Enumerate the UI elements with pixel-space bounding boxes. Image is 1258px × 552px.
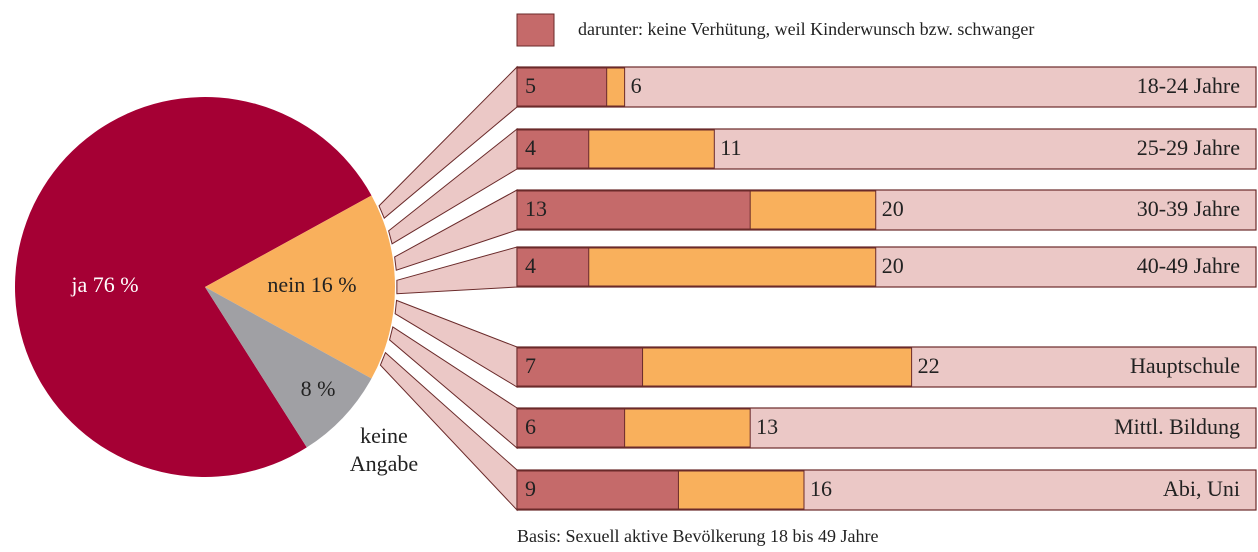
pie-slice — [205, 195, 395, 379]
pie-label: nein 16 % — [267, 272, 356, 297]
bar-value-label: 4 — [525, 135, 536, 160]
pie-slice — [205, 287, 372, 448]
legend-swatch — [516, 13, 555, 47]
pie-label: ja 76 % — [70, 272, 138, 297]
bar-value-label: 9 — [525, 476, 536, 501]
bar-value-label: 20 — [882, 253, 904, 278]
row-label: 18-24 Jahre — [1137, 73, 1240, 98]
footnote: Basis: Sexuell aktive Bevölkerung 18 bis… — [517, 526, 878, 546]
pie-label: 8 % — [301, 376, 336, 401]
row-label: Abi, Uni — [1163, 476, 1240, 501]
row-label: 30-39 Jahre — [1137, 196, 1240, 221]
pie-category: keine Angabe — [350, 423, 418, 476]
bar-value-label: 20 — [882, 196, 904, 221]
bar-value-label: 22 — [918, 353, 940, 378]
bar-value-label: 6 — [525, 414, 536, 439]
pie-slice — [15, 97, 372, 478]
bar-value-label: 13 — [756, 414, 778, 439]
row-label: Mittl. Bildung — [1114, 414, 1240, 439]
bar — [516, 247, 590, 287]
bar-value-label: 11 — [720, 135, 741, 160]
bar — [516, 470, 679, 510]
bar-value-label: 13 — [525, 196, 547, 221]
bar — [516, 129, 590, 169]
bar-value-label: 6 — [631, 73, 642, 98]
bar-value-label: 7 — [525, 353, 536, 378]
row-label: 25-29 Jahre — [1137, 135, 1240, 160]
bar — [516, 347, 644, 387]
bar-value-label: 5 — [525, 73, 536, 98]
bar — [516, 408, 626, 448]
row-label: 40-49 Jahre — [1137, 253, 1240, 278]
bar — [516, 190, 751, 230]
legend-label: darunter: keine Verhütung, weil Kinderwu… — [578, 19, 1034, 39]
bar — [516, 67, 608, 107]
bar-value-label: 4 — [525, 253, 536, 278]
row-label: Hauptschule — [1130, 353, 1240, 378]
bar-background — [516, 66, 1257, 108]
bar-value-label: 16 — [810, 476, 832, 501]
